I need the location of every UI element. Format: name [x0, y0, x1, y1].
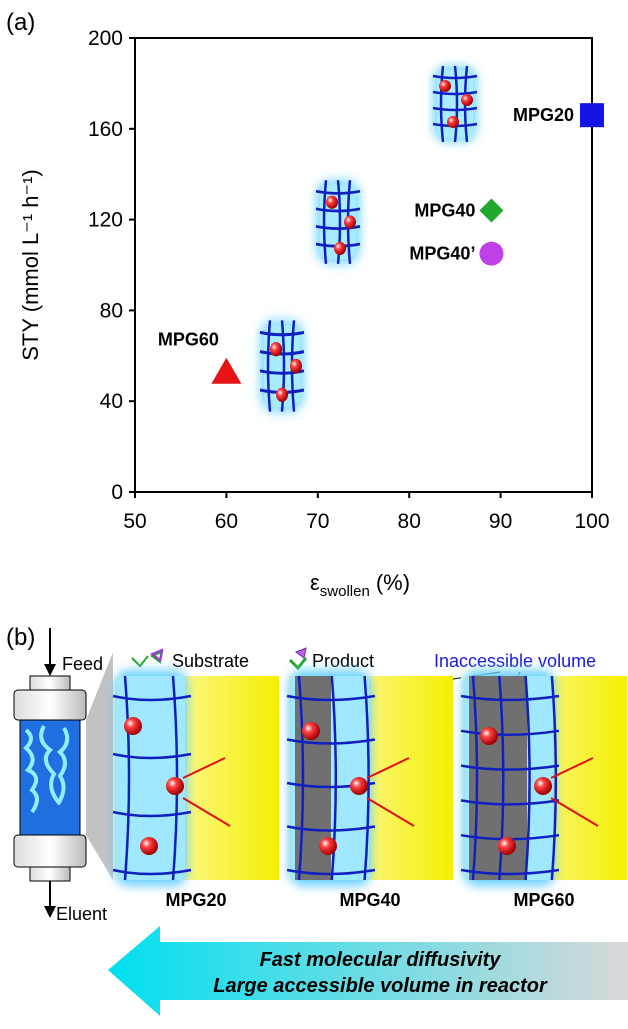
- point: [211, 357, 242, 384]
- x-tick-label: 60: [215, 510, 238, 533]
- point: [479, 241, 504, 266]
- arrow: Fast molecular diffusivity Large accessi…: [108, 926, 628, 1016]
- gel-illustrations: [260, 66, 477, 412]
- flow-arrow: [366, 757, 410, 779]
- legend-product: Product: [312, 651, 374, 671]
- catalyst: [498, 837, 516, 855]
- network: [286, 675, 376, 881]
- x-tick-label: 70: [306, 510, 329, 533]
- eluent-label: Eluent: [56, 904, 107, 924]
- x-axis-label: εswollen (%): [310, 570, 410, 600]
- catalyst: [350, 777, 368, 795]
- panel-label: (a): [6, 9, 35, 36]
- y-axis-label: STY (mmol L⁻¹ h⁻¹): [18, 169, 43, 361]
- plot-frame: [134, 37, 593, 493]
- feed-label: Feed: [62, 654, 103, 674]
- x-tick-label: 100: [574, 510, 609, 533]
- flow-arrow: [366, 797, 415, 827]
- arrow-text: Large accessible volume in reactor: [213, 975, 548, 997]
- point-label: MPG60: [158, 330, 219, 350]
- y-tick-label: 120: [88, 209, 123, 232]
- network: [112, 675, 192, 881]
- point-label: MPG40’: [409, 244, 475, 264]
- y-tick-label: 80: [100, 299, 123, 322]
- arrow-text: Fast molecular diffusivity: [260, 949, 502, 971]
- catalyst: [480, 727, 498, 745]
- panel-label: MPG60: [513, 890, 574, 910]
- y-tick-label: 40: [100, 390, 123, 413]
- y-tick-label: 0: [111, 481, 123, 504]
- catalyst: [319, 837, 337, 855]
- x-tick-label: 90: [489, 510, 512, 533]
- catalyst: [124, 717, 142, 735]
- panel-label: (b): [6, 624, 35, 651]
- flow-arrow: [550, 757, 594, 779]
- legend-substrate: Substrate: [172, 651, 249, 671]
- catalyst: [302, 722, 320, 740]
- legend: Substrate Product Inaccessible volume: [131, 647, 596, 698]
- panels: [112, 670, 627, 886]
- y-tick-label: 200: [88, 27, 123, 50]
- catalyst: [166, 777, 184, 795]
- point: [580, 103, 604, 128]
- point-label: MPG20: [513, 105, 574, 125]
- catalyst: [140, 837, 158, 855]
- panel-label: MPG40: [339, 890, 400, 910]
- y-tick-label: 160: [88, 118, 123, 141]
- panel-label: MPG20: [165, 890, 226, 910]
- flow-arrow: [182, 757, 226, 779]
- x-tick-label: 80: [398, 510, 421, 533]
- flow-arrow: [550, 797, 599, 827]
- point: [479, 198, 504, 223]
- inaccessible-label: Inaccessible volume: [434, 651, 596, 671]
- reactor: Feed Eluent: [13, 628, 113, 924]
- flow-arrow: [182, 797, 231, 827]
- catalyst: [534, 777, 552, 795]
- x-tick-label: 50: [123, 510, 146, 533]
- point-label: MPG40: [414, 201, 475, 221]
